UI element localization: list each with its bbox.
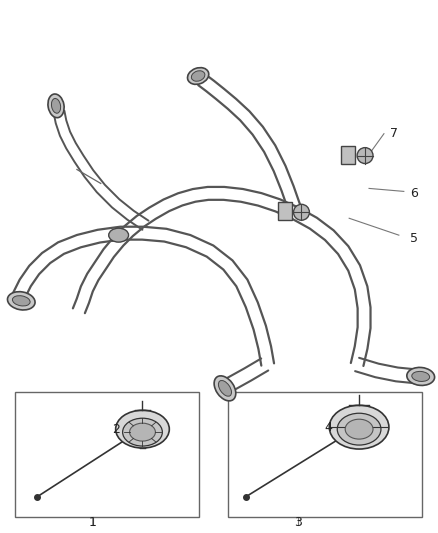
Ellipse shape [7, 292, 35, 310]
Ellipse shape [130, 423, 155, 441]
Ellipse shape [191, 71, 205, 81]
Ellipse shape [187, 68, 209, 84]
Bar [341, 146, 355, 164]
Text: 2: 2 [113, 423, 120, 436]
Ellipse shape [109, 228, 129, 242]
Text: 4: 4 [325, 421, 332, 434]
Text: 7: 7 [390, 127, 398, 140]
Ellipse shape [329, 405, 389, 449]
Ellipse shape [116, 410, 170, 448]
Ellipse shape [123, 418, 162, 446]
Ellipse shape [412, 372, 430, 382]
Ellipse shape [214, 376, 236, 401]
Ellipse shape [337, 413, 381, 445]
Ellipse shape [357, 148, 373, 164]
Ellipse shape [345, 419, 373, 439]
Text: 1: 1 [88, 515, 96, 529]
Ellipse shape [407, 367, 434, 385]
Text: 6: 6 [410, 187, 418, 200]
Ellipse shape [219, 381, 232, 396]
Bar [278, 203, 292, 220]
Bar [15, 392, 199, 516]
Ellipse shape [12, 296, 30, 306]
Bar [228, 392, 422, 516]
Ellipse shape [293, 204, 309, 220]
Ellipse shape [51, 99, 60, 113]
Text: 3: 3 [294, 515, 302, 529]
Ellipse shape [48, 94, 64, 118]
Text: 5: 5 [410, 232, 418, 245]
